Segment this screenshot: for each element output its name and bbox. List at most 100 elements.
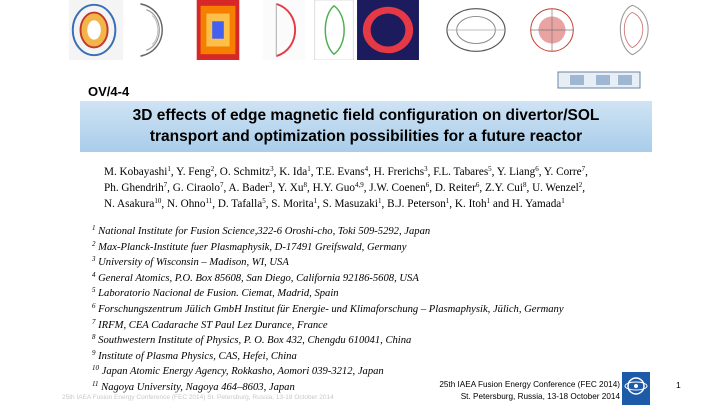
author-name: K. Ida	[279, 166, 308, 178]
author-affiliation-mark: 7	[163, 181, 168, 189]
author-name: A. Bader	[228, 182, 269, 194]
author-affiliation-mark: 10	[154, 197, 162, 205]
author-affiliation-mark: 11	[205, 197, 213, 205]
author-name: U. Wenzel	[532, 182, 579, 194]
author-name: H. Frerichs	[373, 166, 425, 178]
author-name: Y. Xu	[277, 182, 304, 194]
affiliation-text: Japan Atomic Energy Agency, Rokkasho, Ao…	[101, 366, 384, 378]
author-affiliation-mark: 1	[377, 197, 382, 205]
author-affiliation-mark: 6	[475, 181, 480, 189]
author-line: Ph. Ghendrih7, G. Ciraolo7, A. Bader3, Y…	[104, 181, 586, 195]
author-affiliation-mark: 5	[488, 165, 492, 173]
affiliation-text: Laboratorio Nacional de Fusion. Ciemat, …	[98, 288, 339, 300]
author-affiliation-mark: 2	[210, 165, 215, 173]
author-name: Z.Y. Cui	[484, 182, 523, 194]
author-name: S. Morita	[271, 198, 314, 210]
poloidal-plot-thumbnail	[314, 0, 354, 60]
affiliation-item: 7 IRFM, CEA Cadarache ST Paul Lez Duranc…	[92, 318, 692, 334]
flux-surface-thumbnail	[609, 0, 659, 60]
plasma-cross-section-thumbnail	[68, 0, 124, 60]
author-affiliation-mark: 6	[425, 181, 430, 189]
author-name: Y. Feng	[176, 166, 211, 178]
author-affiliation-mark: 4	[364, 165, 369, 173]
affiliation-text: IRFM, CEA Cadarache ST Paul Lez Durance,…	[98, 319, 328, 331]
author-name: F.L. Tabares	[433, 166, 489, 178]
affiliation-number: 7	[92, 317, 96, 326]
magnetic-topology-thumbnail	[526, 0, 578, 60]
title-line-1: 3D effects of edge magnetic field config…	[132, 107, 600, 124]
device-schematic-thumbnail	[557, 71, 641, 89]
figure-banner	[0, 0, 720, 89]
author-name: T.E. Evans	[316, 166, 365, 178]
author-affiliation-mark: 1	[486, 197, 491, 205]
author-affiliation-mark: 7	[581, 165, 586, 173]
affiliation-text: General Atomics, P.O. Box 85608, San Die…	[98, 272, 419, 284]
author-affiliation-mark: 3	[424, 165, 428, 173]
author-affiliation-mark: 1	[561, 197, 565, 205]
author-name: B.J. Peterson	[387, 198, 446, 210]
iaea-logo-icon	[622, 372, 650, 405]
author-name: H. Yamada	[511, 198, 562, 210]
affiliation-number: 5	[92, 286, 96, 295]
author-name: S. Masuzaki	[322, 198, 378, 210]
affiliation-item: 10 Japan Atomic Energy Agency, Rokkasho,…	[92, 364, 692, 380]
author-line: M. Kobayashi1, Y. Feng2, O. Schmitz3, K.…	[104, 165, 588, 179]
affiliation-number: 2	[92, 239, 96, 248]
author-affiliation-mark: 3	[270, 165, 274, 173]
author-name: N. Ohno	[166, 198, 206, 210]
page-number: 1	[676, 380, 681, 390]
affiliation-number: 6	[92, 301, 96, 310]
conference-location-date: St. Petersburg, Russia, 13-18 October 20…	[460, 392, 620, 401]
author-name: K. Itoh	[454, 198, 487, 210]
author-affiliation-mark: 8	[522, 181, 527, 189]
affiliation-item: 5 Laboratorio Nacional de Fusion. Ciemat…	[92, 286, 692, 302]
author-name: J.W. Coenen	[369, 182, 426, 194]
affiliation-number: 1	[92, 224, 96, 232]
affiliation-text: Southwestern Institute of Physics, P. O.…	[98, 335, 412, 347]
author-affiliation-mark: 1	[167, 165, 171, 173]
affiliation-item: 2 Max-Planck-Institute fuer Plasmaphysik…	[92, 240, 692, 256]
title-line-2: transport and optimization possibilities…	[149, 128, 583, 145]
author-name: H.Y. Guo	[312, 182, 355, 194]
author-name: D. Reiter	[434, 182, 476, 194]
affiliation-item: 3 University of Wisconsin – Madison, WI,…	[92, 255, 692, 271]
author-affiliation-mark: 5	[262, 197, 266, 205]
author-affiliation-mark: 8	[303, 181, 307, 189]
author-affiliation-mark: 7	[220, 181, 224, 189]
affiliation-text: Institute of Plasma Physics, CAS, Hefei,…	[98, 350, 297, 362]
affiliation-text: National Institute for Fusion Science,32…	[98, 226, 431, 237]
divertor-shape-thumbnail	[262, 0, 306, 60]
conference-info: 25th IAEA Fusion Energy Conference (FEC …	[420, 379, 620, 403]
footer-watermark: 25th IAEA Fusion Energy Conference (FEC …	[62, 394, 334, 401]
author-list: M. Kobayashi1, Y. Feng2, O. Schmitz3, K.…	[104, 164, 664, 212]
affiliation-number: 10	[92, 364, 99, 373]
affiliation-number: 11	[92, 379, 99, 388]
author-name: Y. Corre	[543, 166, 582, 178]
edge-radiation-thumbnail	[357, 0, 419, 60]
field-line-thumbnail	[130, 0, 178, 60]
author-affiliation-mark: 3	[268, 181, 273, 189]
coil-schematic-thumbnail	[439, 0, 513, 60]
author-name: O. Schmitz	[219, 166, 271, 178]
author-affiliation-mark: 6	[535, 165, 539, 173]
heatmap-thumbnail	[196, 0, 240, 60]
affiliation-text: Nagoya University, Nagoya 464–8603, Japa…	[101, 381, 295, 393]
author-name: G. Ciraolo	[172, 182, 220, 194]
affiliation-number: 9	[92, 348, 96, 357]
author-name: D. Tafalla	[217, 198, 263, 210]
affiliation-item: 6 Forschungszentrum Jülich GmbH Institut…	[92, 302, 692, 318]
affiliation-item: 9 Institute of Plasma Physics, CAS, Hefe…	[92, 349, 692, 365]
affiliation-item: 8 Southwestern Institute of Physics, P. …	[92, 333, 692, 349]
author-affiliation-mark: 2	[578, 181, 583, 189]
session-code: OV/4-4	[88, 84, 130, 99]
affiliation-list: 1 National Institute for Fusion Science,…	[92, 224, 692, 396]
author-affiliation-mark: 4,9	[354, 181, 364, 189]
author-affiliation-mark: 1	[313, 197, 318, 205]
affiliation-text: Forschungszentrum Jülich GmbH Institut f…	[98, 303, 564, 315]
author-name: M. Kobayashi	[104, 166, 168, 178]
author-name: Y. Liang	[496, 166, 536, 178]
affiliation-item: 11 Nagoya University, Nagoya 464–8603, J…	[92, 380, 692, 396]
affiliation-number: 4	[92, 270, 96, 279]
author-line: N. Asakura10, N. Ohno11, D. Tafalla5, S.…	[104, 197, 565, 211]
author-affiliation-mark: 1	[307, 165, 311, 173]
